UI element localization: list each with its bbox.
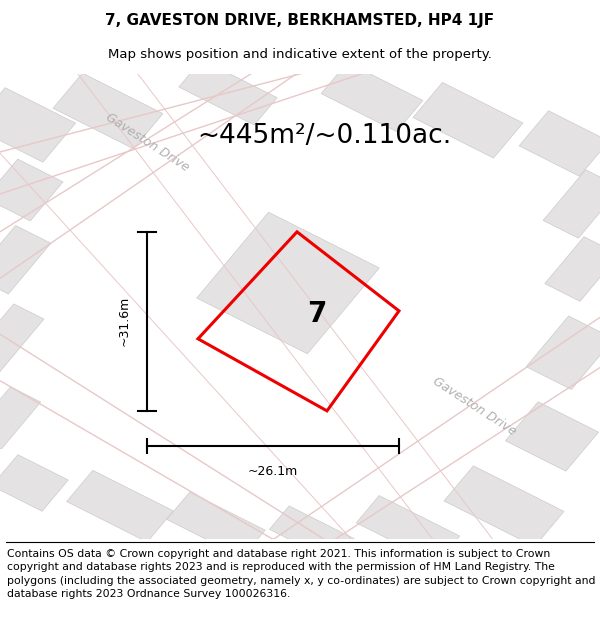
Polygon shape xyxy=(0,455,68,511)
Polygon shape xyxy=(0,226,51,294)
Polygon shape xyxy=(0,88,76,162)
Polygon shape xyxy=(545,237,600,301)
Text: Gaveston Drive: Gaveston Drive xyxy=(430,374,518,438)
Polygon shape xyxy=(0,159,63,221)
Text: ~445m²/~0.110ac.: ~445m²/~0.110ac. xyxy=(197,122,451,149)
Polygon shape xyxy=(197,213,379,354)
Polygon shape xyxy=(167,492,265,558)
Polygon shape xyxy=(321,62,423,132)
Text: 7: 7 xyxy=(308,300,327,328)
Polygon shape xyxy=(0,304,44,374)
Text: 7, GAVESTON DRIVE, BERKHAMSTED, HP4 1JF: 7, GAVESTON DRIVE, BERKHAMSTED, HP4 1JF xyxy=(106,13,494,28)
Polygon shape xyxy=(444,466,564,546)
Text: ~26.1m: ~26.1m xyxy=(248,465,298,478)
Polygon shape xyxy=(67,471,173,542)
Polygon shape xyxy=(179,60,277,125)
Text: Gaveston Drive: Gaveston Drive xyxy=(103,111,191,174)
Polygon shape xyxy=(543,170,600,238)
Polygon shape xyxy=(0,387,41,449)
Polygon shape xyxy=(505,402,599,471)
Polygon shape xyxy=(413,82,523,158)
Polygon shape xyxy=(526,316,600,389)
Polygon shape xyxy=(269,506,355,562)
Text: Contains OS data © Crown copyright and database right 2021. This information is : Contains OS data © Crown copyright and d… xyxy=(7,549,596,599)
Text: Map shows position and indicative extent of the property.: Map shows position and indicative extent… xyxy=(108,48,492,61)
Polygon shape xyxy=(519,111,600,176)
Text: ~31.6m: ~31.6m xyxy=(118,296,131,346)
Polygon shape xyxy=(53,73,163,149)
Polygon shape xyxy=(356,496,460,563)
